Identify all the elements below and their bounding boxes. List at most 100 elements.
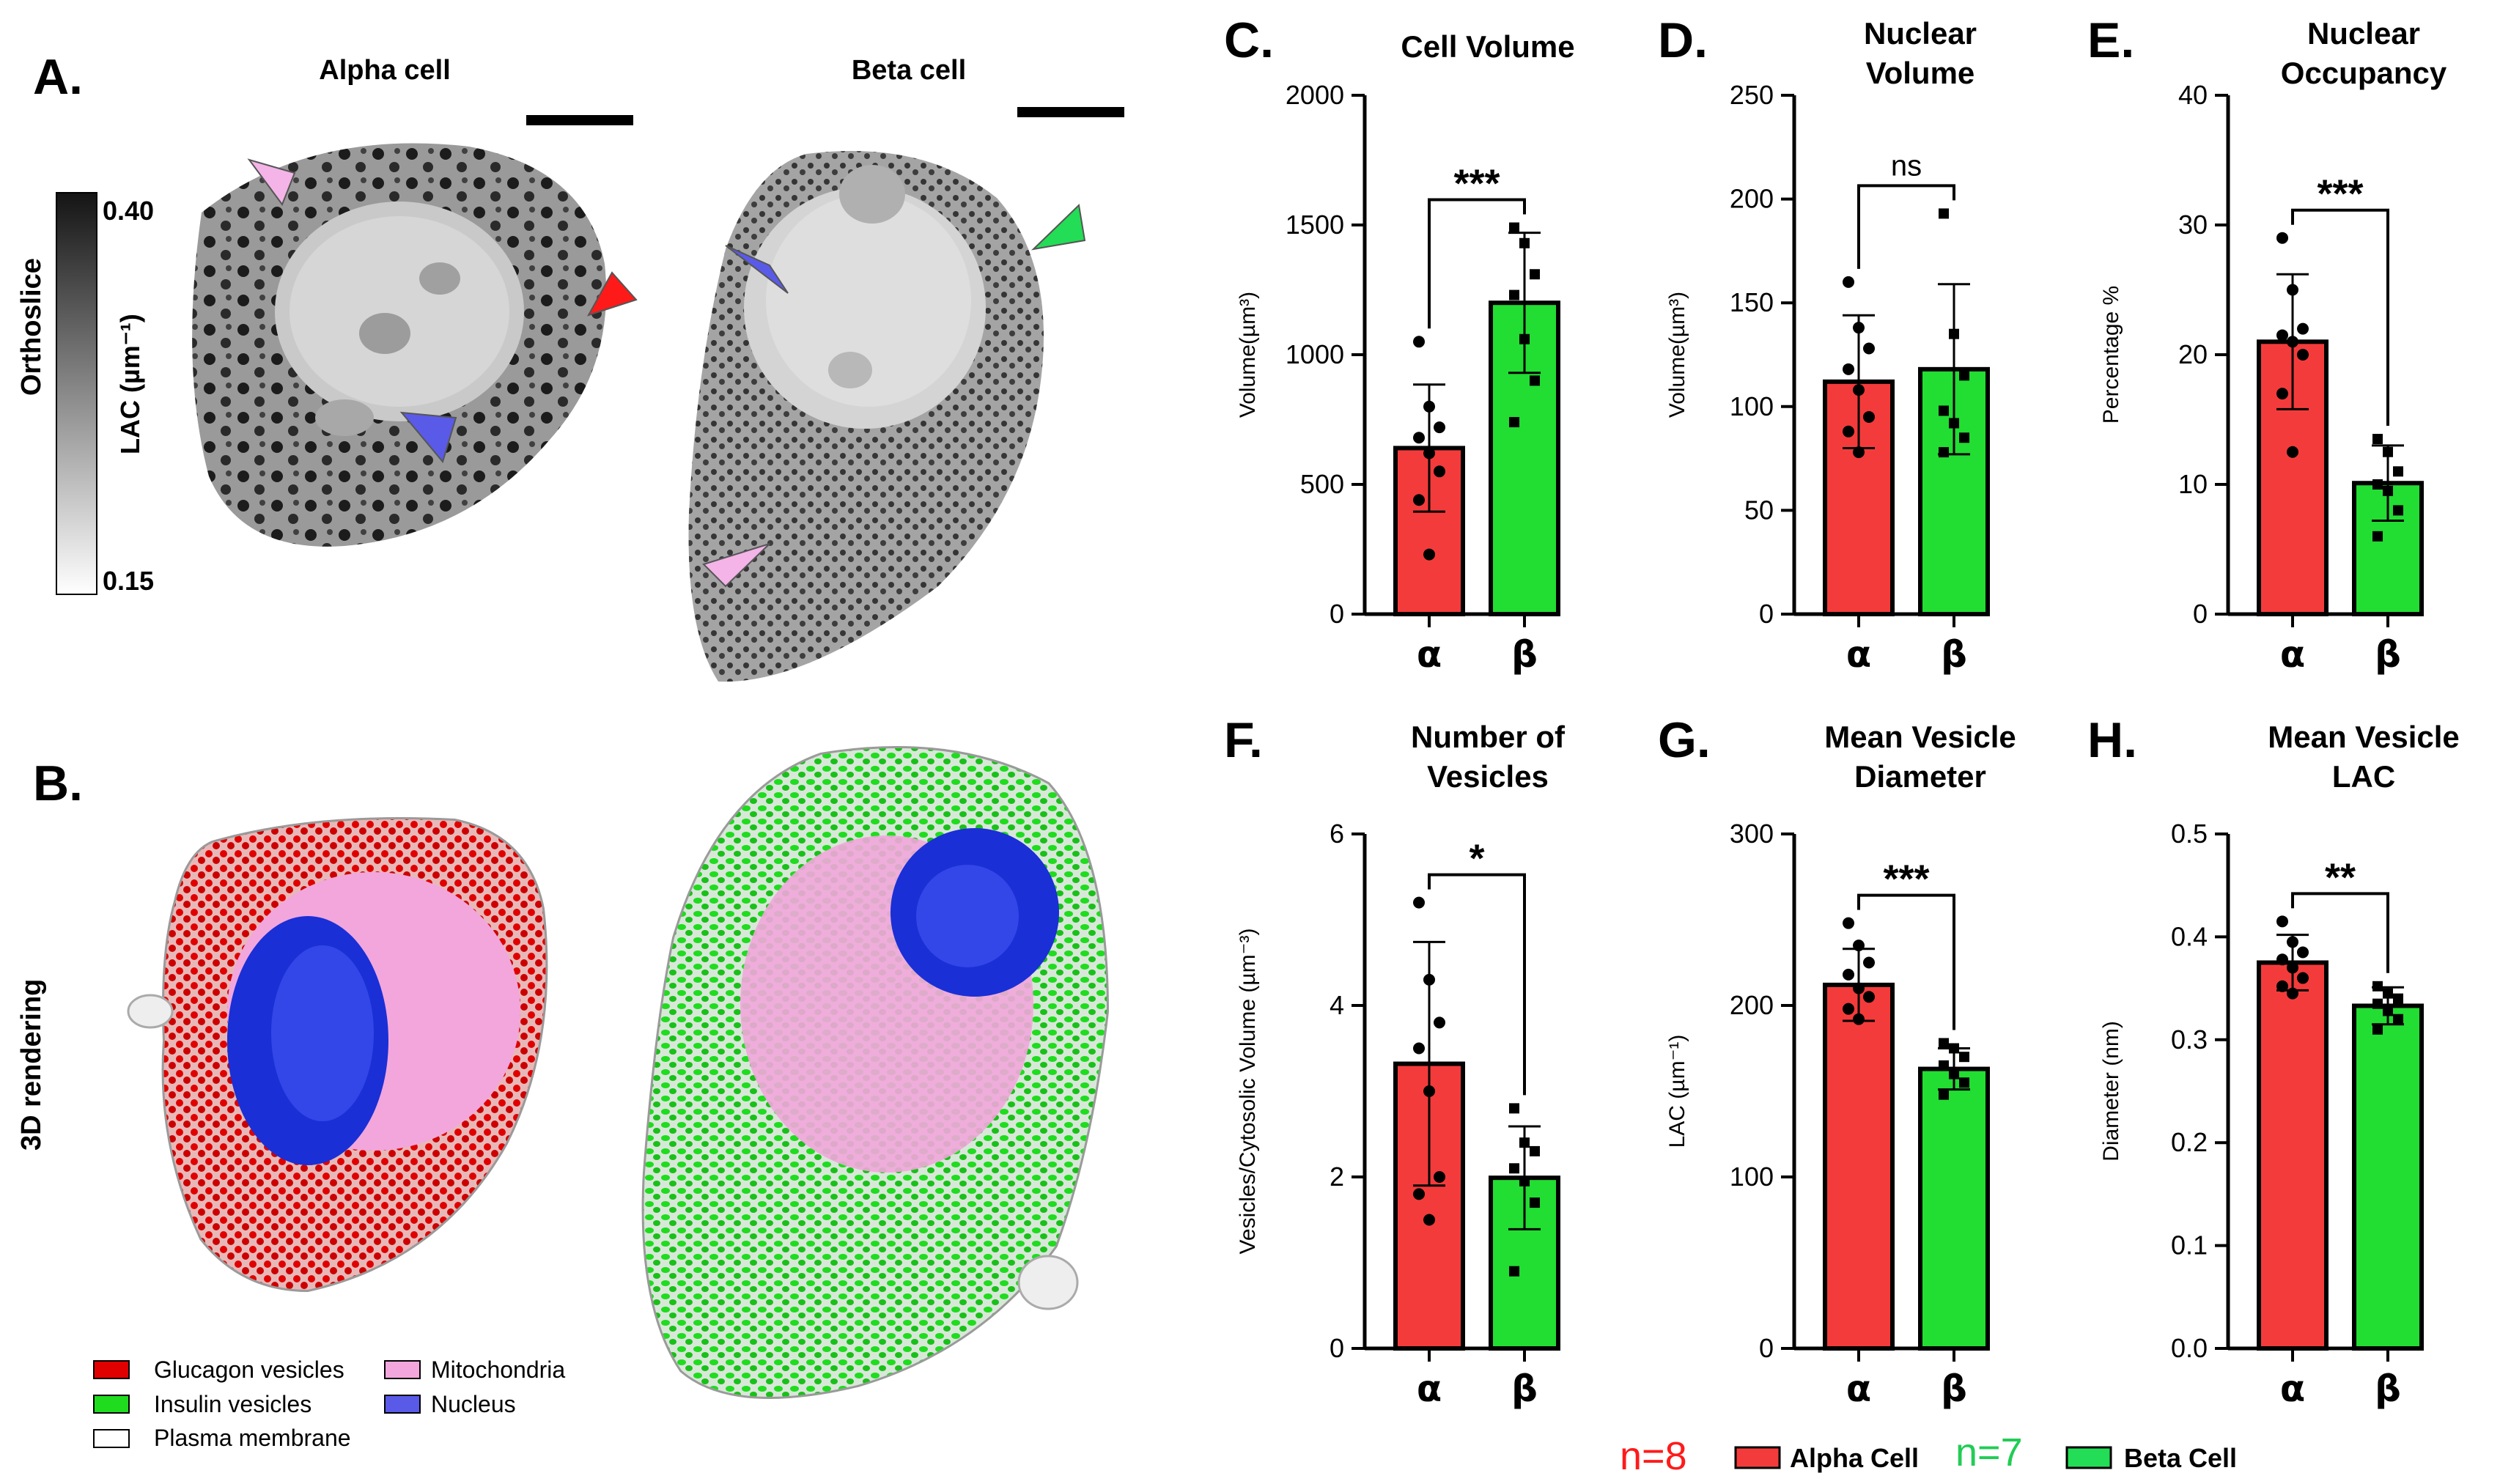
beta-data-point	[1509, 222, 1519, 233]
significance-bracket	[1857, 184, 1955, 269]
panel-letter-a: A.	[33, 49, 83, 105]
beta-data-point	[1949, 1043, 1959, 1054]
alpha-data-point	[2276, 953, 2288, 966]
alpha-data-point	[1863, 342, 1875, 355]
beta-data-point	[1530, 375, 1540, 386]
alpha-data-point	[2297, 349, 2309, 361]
panel-letter-d: D.	[1658, 12, 1708, 68]
orthoslice-side-label: Orthoslice	[16, 258, 47, 396]
panel-letter-h: H.	[2087, 712, 2137, 768]
alpha-data-point	[2297, 946, 2309, 959]
legend-swatch-plasma-membrane	[93, 1429, 130, 1448]
y-tick-label: 6	[1330, 819, 1344, 849]
alpha-data-point	[1423, 548, 1435, 561]
y-tick-label: 40	[2178, 80, 2208, 110]
beta-data-point	[1959, 1077, 1969, 1088]
significance-label: **	[2325, 855, 2356, 899]
chart-title: Occupancy	[2281, 56, 2447, 90]
beta-data-point	[2383, 1005, 2393, 1016]
alpha-category-label: α	[2280, 633, 2305, 676]
alpha-data-point	[1843, 1003, 1854, 1015]
y-tick-label: 0.4	[2171, 921, 2208, 951]
alpha-legend-label: Alpha Cell	[1790, 1443, 1919, 1473]
legend-label-nucleus: Nucleus	[431, 1391, 516, 1417]
beta-legend-swatch	[2065, 1446, 2112, 1469]
y-tick-label: 100	[1730, 391, 1774, 421]
colorbar-max-label: 0.40	[103, 196, 154, 226]
y-tick-label: 0	[1330, 599, 1344, 629]
colorbar-title: LAC (µm⁻¹)	[115, 314, 145, 454]
chart-title: Volume	[1866, 56, 1975, 90]
chart-title: Nuclear	[1864, 16, 1977, 51]
significance-bracket	[2291, 892, 2389, 973]
beta-data-point	[1530, 1197, 1540, 1208]
y-tick-label: 2	[1330, 1162, 1344, 1192]
beta-data-point	[1509, 1103, 1519, 1114]
beta-data-point	[2372, 434, 2383, 445]
beta-data-point	[1949, 418, 1959, 429]
beta-data-point	[2372, 479, 2383, 490]
legend-swatch-nucleus	[384, 1395, 421, 1414]
beta-category-label: β	[2375, 633, 2401, 676]
alpha-data-point	[1843, 425, 1854, 438]
alpha-bar	[1823, 982, 1895, 1351]
alpha-legend-swatch	[1734, 1446, 1781, 1469]
y-tick-label: 0	[2193, 599, 2208, 629]
legend-swatch-glucagon	[93, 1360, 130, 1379]
significance-bracket	[1428, 873, 1526, 1096]
beta-data-point	[1939, 447, 1949, 458]
beta-data-point	[1939, 1038, 1949, 1049]
y-axis-label: Volume(µm³)	[1236, 292, 1260, 418]
beta-3d-rendering	[641, 746, 1110, 1399]
beta-data-point	[1530, 269, 1540, 280]
alpha-data-point	[1413, 494, 1425, 506]
nucleus-arrow-alpha	[399, 411, 457, 464]
chart-vesicle-diameter: G. Mean Vesicle Diameter LAC (µm⁻¹) α β 0 100 20…	[1658, 712, 2016, 1410]
alpha-data-point	[2287, 961, 2298, 974]
y-tick-label: 2000	[1286, 80, 1344, 110]
panel-letter-f: F.	[1224, 712, 1263, 768]
beta-data-point	[1949, 328, 1959, 339]
chart-title: Nuclear	[2307, 16, 2420, 51]
alpha-orthoslice-image	[192, 143, 607, 547]
beta-data-point	[1939, 208, 1949, 219]
beta-data-point	[2372, 998, 2383, 1009]
y-tick-label: 1500	[1286, 210, 1344, 240]
legend-swatch-mitochondria	[384, 1360, 421, 1379]
alpha-data-point	[1863, 956, 1875, 969]
y-tick-label: 0.3	[2171, 1025, 2208, 1055]
alpha-data-point	[1853, 384, 1865, 396]
beta-data-point	[2372, 531, 2383, 542]
beta-bar	[1918, 1066, 1990, 1351]
chart-title: Mean Vesicle	[1824, 720, 2016, 754]
alpha-data-point	[1434, 1171, 1445, 1183]
panel-letter-c: C.	[1224, 12, 1274, 68]
alpha-data-point	[1423, 973, 1435, 986]
chart-number-of-vesicles: F. Number of Vesicles Vesicles/Cytosolic Vo…	[1224, 712, 1566, 1410]
legend-label-glucagon: Glucagon vesicles	[154, 1356, 344, 1383]
alpha-data-point	[2287, 446, 2298, 458]
beta-data-point	[1959, 432, 1969, 443]
alpha-data-point	[2287, 936, 2298, 948]
significance-bracket	[2291, 208, 2389, 427]
significance-label: ***	[1453, 162, 1500, 206]
chart-title: LAC	[2332, 759, 2395, 794]
alpha-data-point	[2276, 232, 2288, 244]
significance-label: ns	[1891, 149, 1922, 182]
alpha-data-point	[1413, 1188, 1425, 1200]
rendering-side-label: 3D rendering	[16, 979, 47, 1151]
beta-cell-title: Beta cell	[852, 55, 966, 86]
alpha-data-point	[1413, 432, 1425, 444]
beta-category-label: β	[1941, 633, 1967, 676]
beta-category-label: β	[2375, 1367, 2401, 1410]
legend-swatch-insulin	[93, 1395, 130, 1414]
colorbar-min-label: 0.15	[103, 566, 154, 596]
y-tick-label: 10	[2178, 469, 2208, 499]
chart-title: Vesicles	[1427, 759, 1549, 794]
beta-data-point	[2393, 505, 2403, 516]
y-tick-label: 0.0	[2171, 1333, 2208, 1363]
nucleus-arrow-beta	[725, 245, 789, 294]
y-axis-label: Percentage %	[2099, 286, 2123, 424]
alpha-data-point	[2297, 972, 2309, 984]
y-tick-label: 150	[1730, 287, 1774, 317]
